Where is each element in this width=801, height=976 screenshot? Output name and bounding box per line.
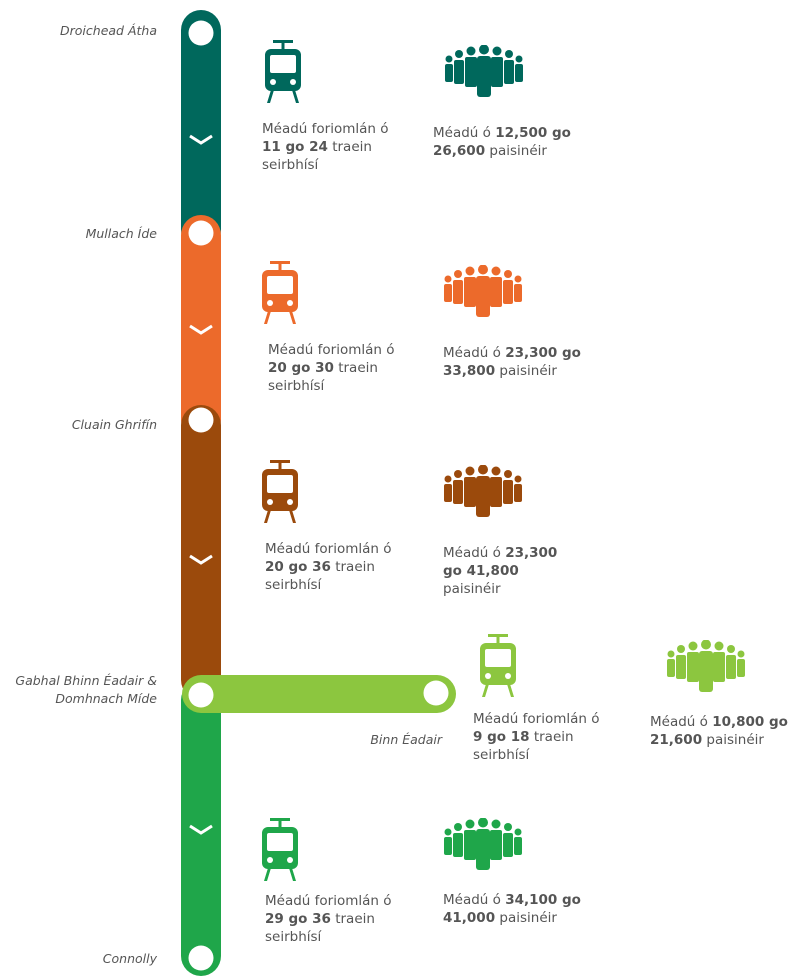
line-segment (181, 405, 221, 700)
station-dot (188, 682, 214, 708)
direction-chevron (189, 324, 213, 335)
text: paisinéir (443, 581, 501, 597)
train-text: Méadú foriomlán ó 20 go 30 traein seirbh… (268, 341, 408, 395)
text: Méadú ó (443, 345, 501, 361)
text: traein seirbhísí (265, 911, 375, 945)
passenger-text: Méadú ó 23,300 go 33,800 paisinéir (443, 344, 593, 380)
train-icon (480, 634, 516, 697)
crowd-icon (445, 45, 523, 97)
highlight: 10,800 go 21,600 (650, 714, 788, 748)
highlight: 23,300 go 41,800 (443, 545, 558, 579)
line-segment (181, 680, 221, 976)
label-line: Connolly (102, 951, 157, 966)
station-dot (188, 407, 214, 433)
text: Méadú foriomlán ó (262, 121, 389, 137)
train-text: Méadú foriomlán ó 11 go 24 traein seirbh… (262, 120, 402, 174)
text: Méadú foriomlán ó (265, 541, 392, 557)
station-dot (188, 220, 214, 246)
direction-chevron (189, 134, 213, 145)
crowd-icon (444, 465, 522, 517)
highlight: 20 go 36 (265, 559, 331, 575)
passenger-text: Méadú ó 12,500 go 26,600 paisinéir (433, 124, 583, 160)
highlight: 12,500 go 26,600 (433, 125, 571, 159)
highlight: 23,300 go 33,800 (443, 345, 581, 379)
station-label: Mullach Íde (0, 225, 157, 243)
station-dot (423, 680, 449, 706)
highlight: 20 go 30 (268, 360, 334, 376)
highlight: 9 go 18 (473, 729, 530, 745)
train-icon (265, 40, 301, 103)
highlight: 34,100 go 41,000 (443, 892, 581, 926)
highlight: 29 go 36 (265, 911, 331, 927)
text: paisinéir (499, 910, 557, 926)
passenger-text: Méadú ó 23,300 go 41,800 paisinéir (443, 544, 571, 598)
text: Méadú foriomlán ó (265, 893, 392, 909)
train-icon (262, 460, 298, 523)
branch-line (182, 675, 456, 713)
text: Méadú ó (443, 545, 501, 561)
station-label: Droichead Átha (0, 22, 157, 40)
station-label: Connolly (0, 950, 157, 968)
train-text: Méadú foriomlán ó 29 go 36 traein seirbh… (265, 892, 405, 946)
station-dot (188, 20, 214, 46)
direction-chevron (189, 554, 213, 565)
text: Méadú ó (443, 892, 501, 908)
text: traein seirbhísí (262, 139, 372, 173)
label-line: Gabhal Bhinn Éadair & (15, 673, 157, 688)
train-text: Méadú foriomlán ó 9 go 18 traein seirbhí… (473, 710, 613, 764)
text: Méadú ó (433, 125, 491, 141)
crowd-icon (667, 640, 745, 692)
label-line: Droichead Átha (60, 23, 157, 38)
train-icon (262, 818, 298, 881)
train-text: Méadú foriomlán ó 20 go 36 traein seirbh… (265, 540, 405, 594)
direction-chevron (189, 824, 213, 835)
text: Méadú ó (650, 714, 708, 730)
text: paisinéir (489, 143, 547, 159)
text: paisinéir (499, 363, 557, 379)
station-label: Binn Éadair (370, 732, 442, 747)
line-segment (181, 215, 221, 440)
text: traein seirbhísí (268, 360, 378, 394)
passenger-text: Méadú ó 34,100 go 41,000 paisinéir (443, 891, 593, 927)
line-segment (181, 10, 221, 250)
label-line: Mullach Íde (85, 226, 157, 241)
text: traein seirbhísí (265, 559, 375, 593)
label-line: Cluain Ghrifín (71, 417, 157, 432)
train-icon (262, 261, 298, 324)
text: traein seirbhísí (473, 729, 574, 763)
text: paisinéir (706, 732, 764, 748)
highlight: 11 go 24 (262, 139, 328, 155)
text: Méadú foriomlán ó (473, 711, 600, 727)
station-label: Cluain Ghrifín (0, 416, 157, 434)
text: Méadú foriomlán ó (268, 342, 395, 358)
station-dot (188, 945, 214, 971)
crowd-icon (444, 265, 522, 317)
crowd-icon (444, 818, 522, 870)
station-label: Gabhal Bhinn Éadair & Domhnach Míde (0, 672, 157, 708)
passenger-text: Méadú ó 10,800 go 21,600 paisinéir (650, 713, 800, 749)
label-line: Domhnach Míde (55, 691, 157, 706)
route-lines (181, 10, 745, 976)
